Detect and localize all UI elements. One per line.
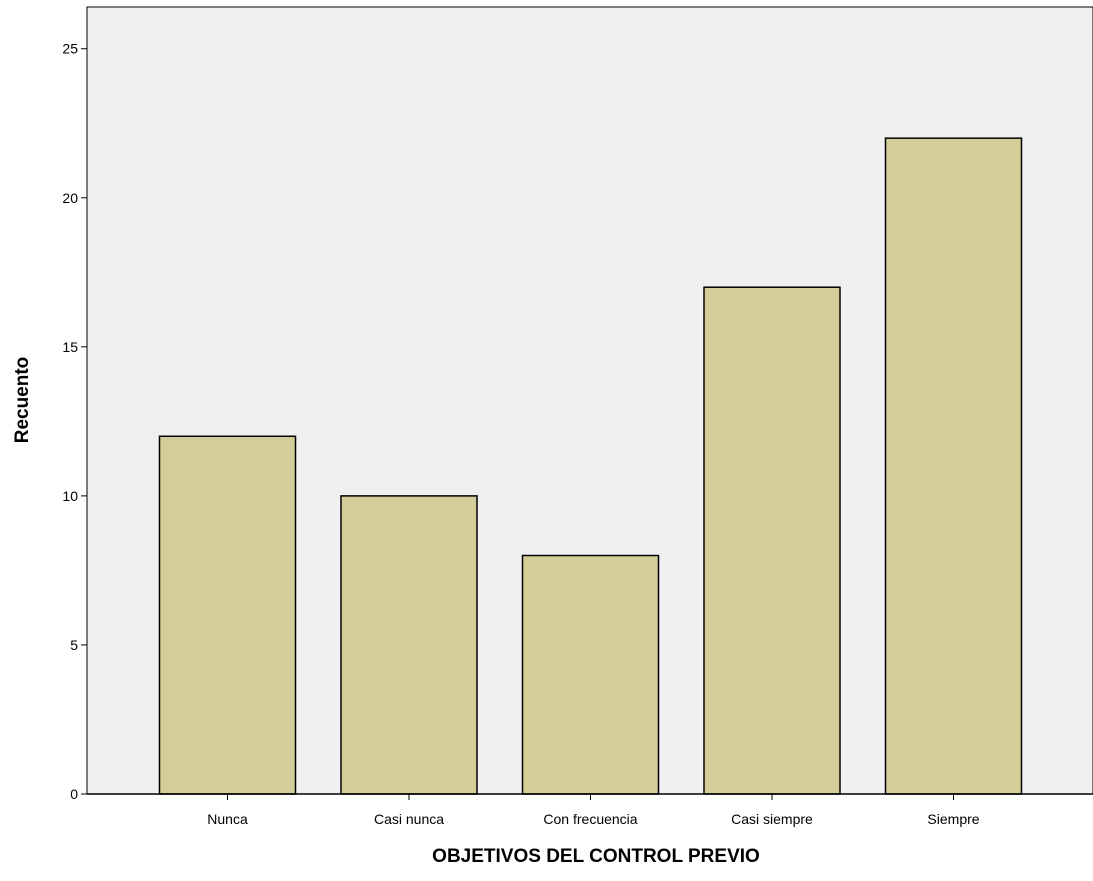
x-tick-label: Con frecuencia: [543, 811, 637, 827]
y-tick-label: 20: [62, 190, 78, 206]
y-axis: 0 5 10 15 20 25: [62, 7, 88, 802]
y-tick-label: 5: [70, 637, 78, 653]
bars-group: [158, 137, 1023, 795]
x-tick-label: Casi nunca: [374, 811, 444, 827]
bar-con-frecuencia: [521, 554, 660, 795]
x-tick-label: Nunca: [207, 811, 248, 827]
x-tick-label: Siempre: [927, 811, 979, 827]
x-axis-title: OBJETIVOS DEL CONTROL PREVIO: [432, 846, 760, 867]
bar-nunca: [158, 435, 297, 795]
x-axis: Nunca Casi nunca Con frecuencia Casi siempr…: [87, 793, 1093, 827]
x-tick-label: Casi siempre: [731, 811, 813, 827]
y-tick-label: 10: [62, 488, 78, 504]
bar-casi-siempre: [703, 286, 841, 795]
y-tick-label: 15: [62, 339, 78, 355]
bar-siempre: [884, 137, 1023, 795]
y-tick-label: 0: [70, 786, 78, 802]
y-tick-label: 25: [62, 41, 78, 57]
bar-casi-nunca: [340, 495, 478, 795]
y-axis-title: Recuento: [12, 357, 33, 444]
